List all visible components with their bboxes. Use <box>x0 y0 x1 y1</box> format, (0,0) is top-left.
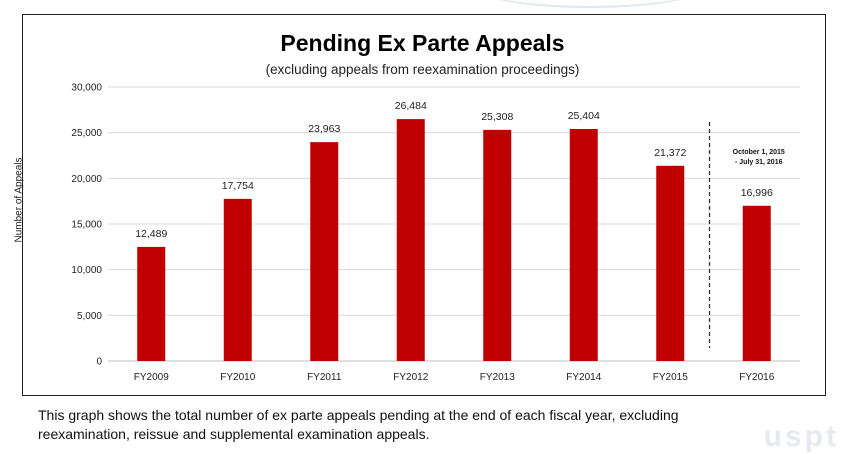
period-annotation: - July 31, 2016 <box>735 159 783 166</box>
y-tick-label: 25,000 <box>71 128 102 139</box>
data-label: 23,963 <box>308 123 340 135</box>
x-tick-label: FY2010 <box>220 372 255 383</box>
bar-fy2009 <box>137 247 165 361</box>
data-label: 25,404 <box>568 110 600 122</box>
bar-fy2015 <box>656 166 684 361</box>
x-tick-label: FY2009 <box>134 372 169 383</box>
x-tick-label: FY2013 <box>480 372 515 383</box>
data-label: 26,484 <box>395 100 427 112</box>
chart-caption: This graph shows the total number of ex … <box>38 406 728 444</box>
bar-fy2013 <box>483 130 511 361</box>
x-tick-label: FY2015 <box>653 372 688 383</box>
x-tick-label: FY2011 <box>307 372 342 383</box>
x-tick-label: FY2012 <box>393 372 428 383</box>
y-tick-label: 5,000 <box>77 311 102 322</box>
bar-fy2012 <box>397 119 425 361</box>
y-tick-label: 10,000 <box>71 265 102 276</box>
data-label: 16,996 <box>741 187 773 199</box>
y-tick-label: 30,000 <box>71 83 102 94</box>
period-annotation: October 1, 2015 <box>733 149 785 156</box>
y-tick-label: 15,000 <box>71 220 102 231</box>
data-label: 12,489 <box>135 228 167 240</box>
y-tick-label: 20,000 <box>71 174 102 185</box>
data-label: 21,372 <box>654 147 686 159</box>
bar-fy2016 <box>743 206 771 361</box>
bar-fy2010 <box>224 199 252 361</box>
x-tick-label: FY2016 <box>739 372 774 383</box>
data-label: 17,754 <box>222 180 254 192</box>
data-label: 25,308 <box>481 111 513 123</box>
bar-fy2011 <box>310 142 338 361</box>
y-tick-label: 0 <box>96 357 102 368</box>
bar-fy2014 <box>570 129 598 361</box>
x-tick-label: FY2014 <box>566 372 601 383</box>
